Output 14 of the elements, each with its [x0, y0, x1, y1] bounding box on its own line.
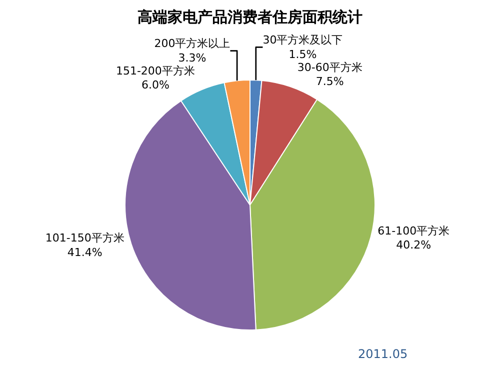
chart-title: 高端家电产品消费者住房面积统计: [138, 8, 362, 26]
data-label: 6.0%: [141, 78, 170, 92]
data-label: 40.2%: [396, 238, 432, 252]
text: 2011.05: [358, 347, 408, 361]
slice-label: 30-60平方米: [297, 60, 362, 74]
data-label: 41.4%: [67, 246, 102, 259]
data-label: 7.5%: [316, 75, 344, 88]
slice-label: 30平方米及以下: [262, 34, 343, 47]
slice-label: 101-150平方米: [45, 232, 124, 245]
data-label: 1.5%: [288, 48, 317, 61]
slice-label: 151-200平方米: [116, 64, 195, 78]
slice-label: 61-100平方米: [378, 224, 450, 238]
slice-label: 200平方米以上: [154, 37, 230, 50]
data-label: 3.3%: [178, 51, 206, 64]
